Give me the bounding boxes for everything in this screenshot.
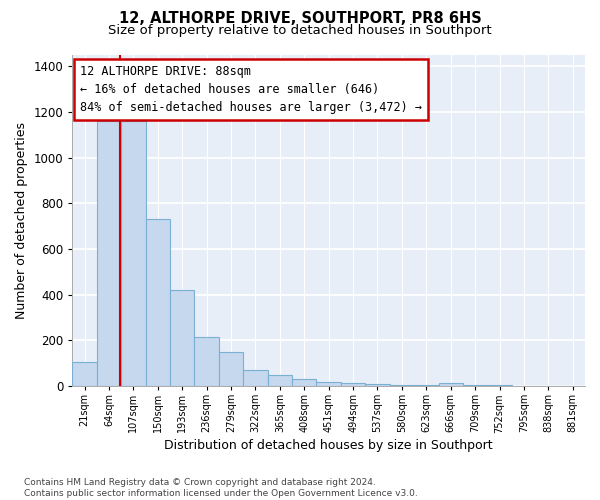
Bar [97, 121, 121, 386]
Bar [463, 385, 487, 386]
Text: 12 ALTHORPE DRIVE: 88sqm
← 16% of detached houses are smaller (646)
84% of semi-: 12 ALTHORPE DRIVE: 88sqm ← 16% of detach… [80, 65, 422, 114]
Bar [389, 385, 414, 386]
Bar [268, 374, 292, 386]
Bar [121, 121, 146, 386]
Bar [73, 362, 97, 386]
Bar [170, 290, 194, 386]
Bar [365, 384, 389, 386]
Bar [316, 382, 341, 386]
Bar [439, 382, 463, 386]
X-axis label: Distribution of detached houses by size in Southport: Distribution of detached houses by size … [164, 440, 493, 452]
Text: Size of property relative to detached houses in Southport: Size of property relative to detached ho… [108, 24, 492, 37]
Bar [219, 352, 243, 386]
Y-axis label: Number of detached properties: Number of detached properties [15, 122, 28, 319]
Bar [341, 382, 365, 386]
Text: 12, ALTHORPE DRIVE, SOUTHPORT, PR8 6HS: 12, ALTHORPE DRIVE, SOUTHPORT, PR8 6HS [119, 11, 481, 26]
Bar [194, 337, 219, 386]
Bar [243, 370, 268, 386]
Text: Contains HM Land Registry data © Crown copyright and database right 2024.
Contai: Contains HM Land Registry data © Crown c… [24, 478, 418, 498]
Bar [146, 220, 170, 386]
Bar [292, 380, 316, 386]
Bar [414, 385, 439, 386]
